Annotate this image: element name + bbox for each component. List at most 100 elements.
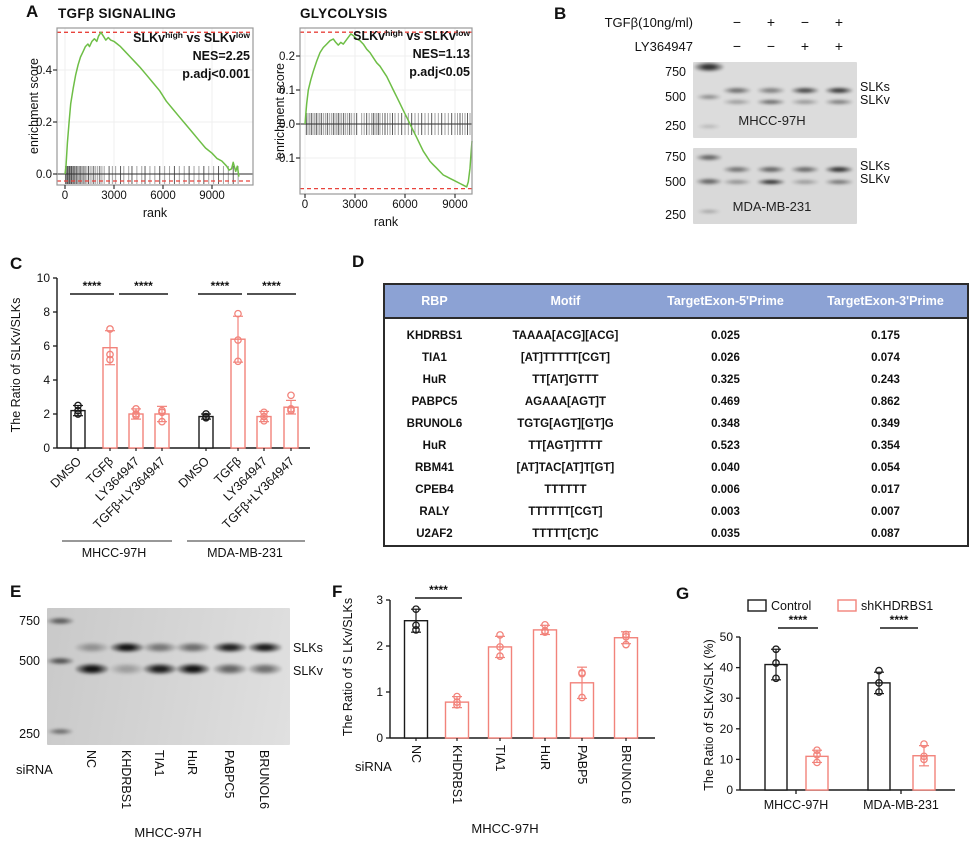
table-row: CPEB4 TTTTTT 0.006 0.017 xyxy=(385,479,967,501)
table-cell: 0.862 xyxy=(871,396,900,408)
svg-text:NES=1.13: NES=1.13 xyxy=(413,47,470,61)
svg-text:DMSO: DMSO xyxy=(176,454,213,491)
gel-band xyxy=(825,87,853,94)
svg-text:9000: 9000 xyxy=(442,199,468,211)
svg-text:****: **** xyxy=(83,279,102,293)
rbp-motif-table-grid: RBP Motif TargetExon-5'Prime TargetExon-3'P… xyxy=(385,285,967,545)
marker-500-label: 500 xyxy=(665,90,686,104)
gel-band xyxy=(696,154,722,161)
svg-text:50: 50 xyxy=(720,630,734,644)
lane-label-nc: NC xyxy=(84,750,98,769)
table-cell: TAAAA[ACG][ACG] xyxy=(512,330,619,342)
tgfb-treatment-label: TGFβ(10ng/ml) xyxy=(604,15,693,30)
svg-text:0: 0 xyxy=(62,190,68,202)
tgfb-lane2-sign: + xyxy=(766,14,776,30)
svg-text:****: **** xyxy=(890,613,909,627)
lane-label-brunol6: BRUNOL6 xyxy=(257,750,271,810)
table-cell: TT[AT]GTTT xyxy=(532,374,599,386)
svg-text:****: **** xyxy=(789,613,808,627)
table-row: KHDRBS1 TAAAA[ACG][ACG] 0.025 0.175 xyxy=(385,325,967,347)
gel-band xyxy=(791,87,819,94)
band-label-slkv: SLKv xyxy=(293,664,323,678)
bar-chart-ratio-sirna: 0 1 2 3 NC KHDRBS1 TIA1 HuR PABP5 BRUNOL6 **** siRN… xyxy=(341,583,655,836)
cellline-mhcc97h-label: MHCC-97H xyxy=(134,825,202,840)
table-cell: RALY xyxy=(419,506,450,518)
gel-band xyxy=(110,663,144,675)
gel-band xyxy=(47,657,74,665)
table-cell: AGAAA[AGT]T xyxy=(524,396,606,408)
svg-text:p.adj<0.05: p.adj<0.05 xyxy=(409,65,470,79)
svg-text:2: 2 xyxy=(376,639,383,653)
table-cell: [AT]TTTTT[CGT] xyxy=(520,352,611,364)
lane-label-khdrbs1: KHDRBS1 xyxy=(119,750,133,810)
svg-text:0: 0 xyxy=(302,199,308,211)
svg-text:****: **** xyxy=(262,279,281,293)
gel-band xyxy=(248,663,282,675)
svg-text:1: 1 xyxy=(376,685,383,699)
table-header-cell: TargetExon-3'Prime xyxy=(804,285,967,319)
svg-text:enrichment score: enrichment score xyxy=(28,58,41,154)
svg-text:siRNA: siRNA xyxy=(355,759,392,774)
svg-text:30: 30 xyxy=(720,691,734,705)
table-row: RALY TTTTTT[CGT] 0.003 0.007 xyxy=(385,501,967,523)
svg-text:The Ratio of S LKv/SLKs: The Ratio of S LKv/SLKs xyxy=(341,598,355,736)
marker-250-label: 250 xyxy=(665,208,686,222)
gel-band xyxy=(825,99,853,105)
table-row: BRUNOL6 TGTG[AGT][GT]G 0.348 0.349 xyxy=(385,413,967,435)
table-cell: 0.087 xyxy=(871,528,900,540)
band-label-slks: SLKs xyxy=(293,641,323,655)
table-header-row: RBP Motif TargetExon-5'Prime TargetExon-3'P… xyxy=(385,285,967,319)
gel-band xyxy=(723,87,751,94)
svg-text:NES=2.25: NES=2.25 xyxy=(193,49,250,63)
gel-band xyxy=(47,728,73,735)
table-cell: 0.035 xyxy=(711,528,740,540)
gsea-plot-tgfb-signaling: 0 3000 6000 9000 0.0 0.2 0.4 TGFβ SIGNALING rank… xyxy=(28,6,254,220)
gel-band xyxy=(213,642,247,653)
table-cell: 0.354 xyxy=(871,440,900,452)
table-header-cell: TargetExon-5'Prime xyxy=(646,285,805,319)
gel-band xyxy=(696,178,722,185)
gel-band xyxy=(694,62,724,72)
gel-band xyxy=(723,99,751,105)
gel-band xyxy=(825,166,853,173)
svg-text:TIA1: TIA1 xyxy=(493,745,507,771)
table-row: TIA1 [AT]TTTTT[CGT] 0.026 0.074 xyxy=(385,347,967,369)
table-cell: 0.025 xyxy=(711,330,740,342)
table-cell: 0.348 xyxy=(711,418,740,430)
gel-band xyxy=(757,166,785,173)
table-cell: 0.349 xyxy=(871,418,900,430)
gel-band xyxy=(143,663,177,675)
svg-text:6: 6 xyxy=(43,339,50,353)
gel-band xyxy=(757,179,785,185)
gel-mhcc97h-blot xyxy=(693,62,857,138)
table-cell: TT[AGT]TTTT xyxy=(528,440,603,452)
table-cell: 0.026 xyxy=(711,352,740,364)
table-header-cell: RBP xyxy=(385,285,484,319)
panel-label-e: E xyxy=(10,582,22,601)
svg-text:TGFβ SIGNALING: TGFβ SIGNALING xyxy=(58,6,176,21)
svg-text:enrichment score: enrichment score xyxy=(273,63,287,159)
svg-text:0.4: 0.4 xyxy=(36,65,53,77)
gel-band xyxy=(757,99,785,105)
ly364947-treatment-label: LY364947 xyxy=(634,39,693,54)
lane-label-tia1: TIA1 xyxy=(152,750,166,777)
panel-label-b: B xyxy=(554,4,567,23)
table-cell: CPEB4 xyxy=(415,484,454,496)
table-cell: 0.243 xyxy=(871,374,900,386)
svg-text:-0.1: -0.1 xyxy=(275,153,295,165)
svg-text:0: 0 xyxy=(376,731,383,745)
svg-text:40: 40 xyxy=(720,661,734,675)
svg-text:rank: rank xyxy=(374,215,399,229)
sirna-axis-label: siRNA xyxy=(16,762,53,777)
svg-text:0: 0 xyxy=(43,441,50,455)
table-cell: TTTTT[CT]C xyxy=(532,528,599,540)
table-header-cell: Motif xyxy=(483,285,647,319)
svg-text:20: 20 xyxy=(720,722,734,736)
gel-band xyxy=(723,179,751,185)
gel-band xyxy=(825,179,853,185)
gel-band xyxy=(757,87,785,94)
marker-500-label: 500 xyxy=(19,654,40,668)
table-cell: KHDRBS1 xyxy=(406,330,463,342)
ly-lane2-sign: − xyxy=(766,38,776,54)
